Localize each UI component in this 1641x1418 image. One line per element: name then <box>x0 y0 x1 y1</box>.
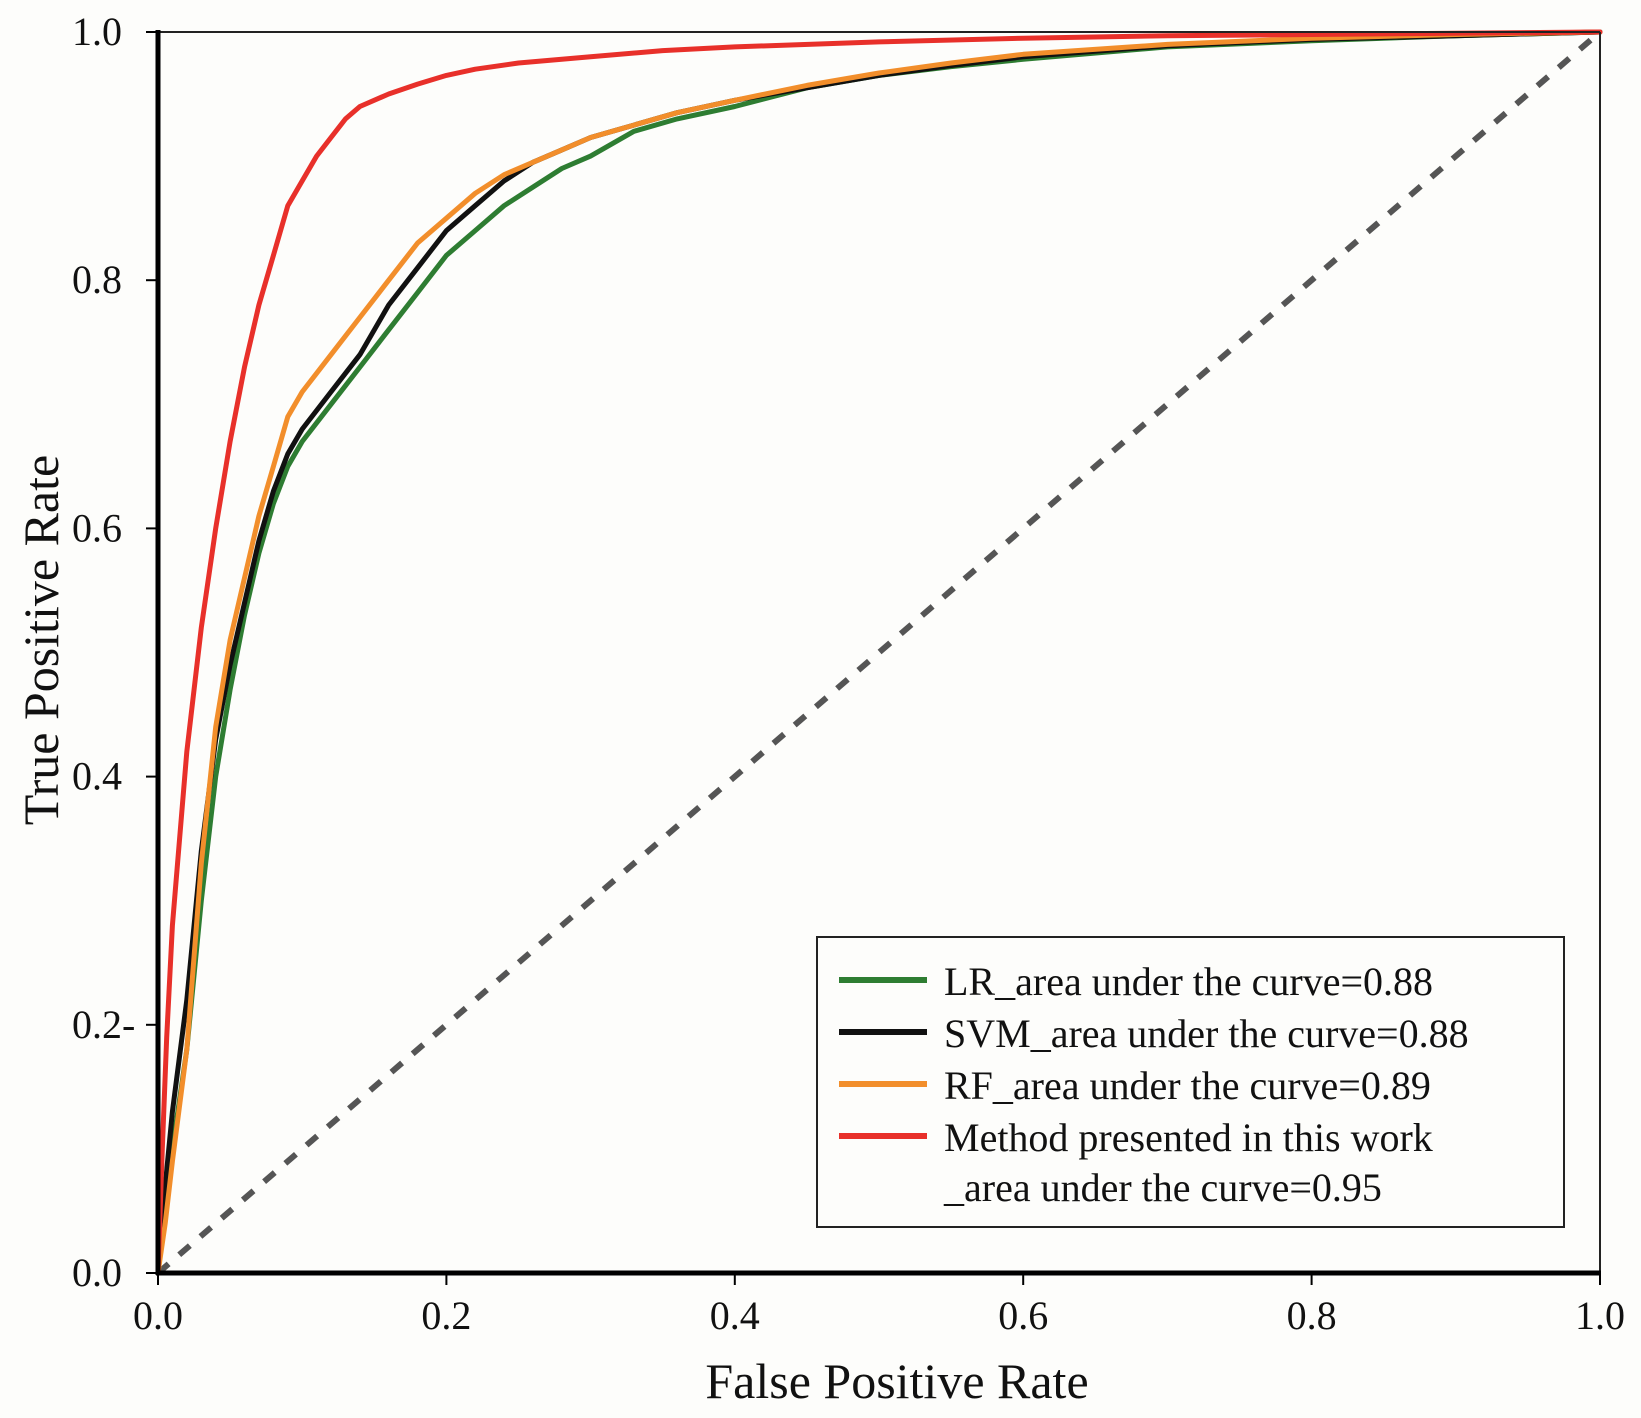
legend-label: LR_area under the curve=0.88 <box>944 959 1433 1004</box>
y-tick-label: 0.6 <box>72 505 122 550</box>
x-tick-label: 0.4 <box>710 1293 760 1338</box>
series-layer <box>155 29 1603 1276</box>
y-axis-title: True Positive Rate <box>13 455 69 825</box>
x-tick-label: 0.2 <box>421 1293 471 1338</box>
x-tick-label: 0.6 <box>998 1293 1048 1338</box>
ticks-layer: 0.0 0.2 0.4 0.6 0.8 1.0 0.0 0.2- 0.4 0.6 0.8 1.0 <box>72 9 1625 1338</box>
x-axis-title: False Positive Rate <box>705 1353 1088 1409</box>
legend: LR_area under the curve=0.88 SVM_area und… <box>816 936 1565 1228</box>
x-tick-label: 0.8 <box>1287 1293 1337 1338</box>
x-tick-label: 1.0 <box>1575 1293 1625 1338</box>
legend-label-continuation: _area under the curve=0.95 <box>943 1165 1382 1210</box>
legend-label: SVM_area under the curve=0.88 <box>944 1011 1469 1056</box>
x-tick-label: 0.0 <box>133 1293 183 1338</box>
y-tick-label: 0.0 <box>72 1250 122 1295</box>
legend-label: Method presented in this work <box>944 1115 1433 1160</box>
y-tick-label: 0.4 <box>72 754 122 799</box>
legend-label: RF_area under the curve=0.89 <box>944 1063 1431 1108</box>
reference-layer <box>156 29 1602 1276</box>
y-tick-label: 0.8 <box>72 257 122 302</box>
y-tick-label: 1.0 <box>72 9 122 54</box>
series-line-method-presented-in-this-work <box>155 29 1603 1276</box>
y-tick-label: 0.2- <box>72 1002 135 1047</box>
series-line-rf <box>155 29 1603 1276</box>
axes-layer <box>155 30 1601 1276</box>
reference-diagonal-line <box>156 29 1602 1276</box>
legend-box <box>816 936 1565 1228</box>
